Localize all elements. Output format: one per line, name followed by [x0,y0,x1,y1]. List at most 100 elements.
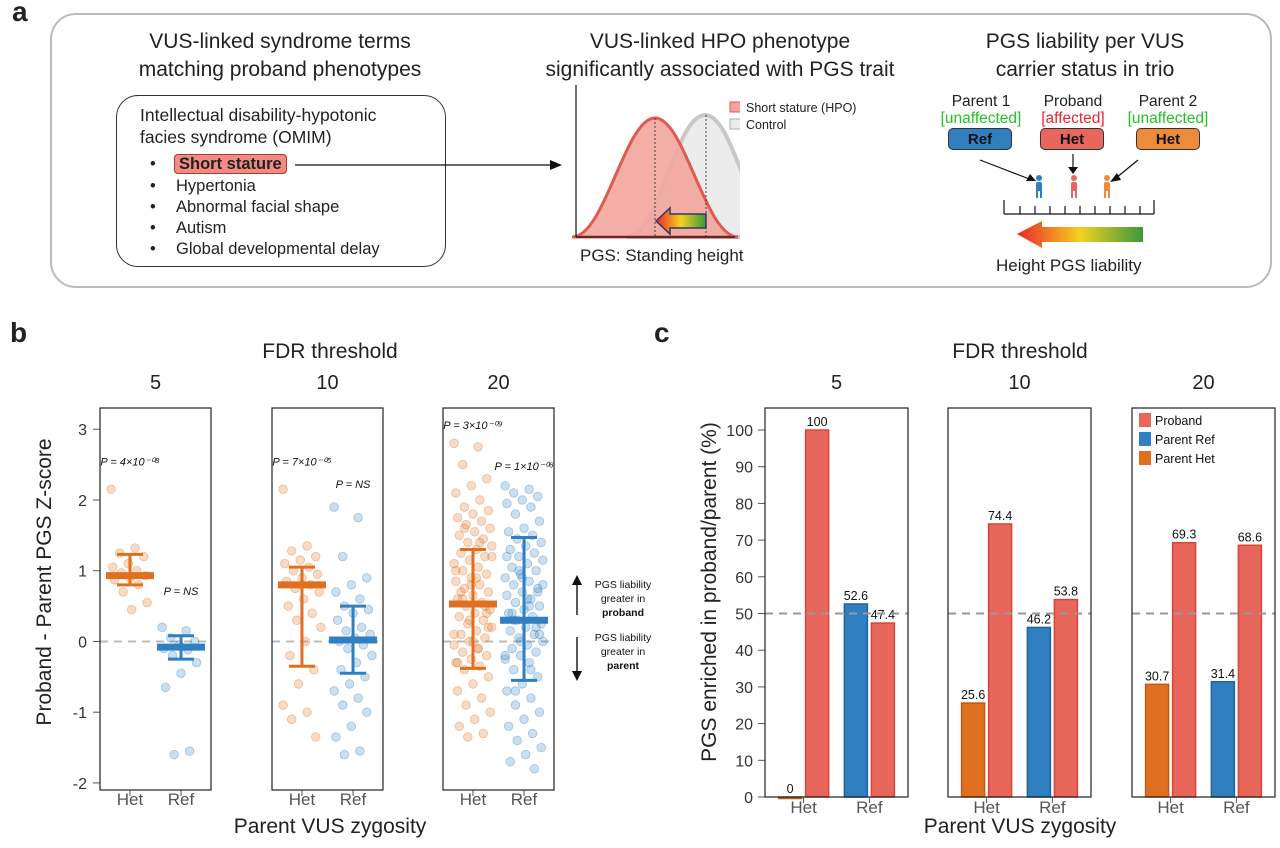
data-point [505,757,516,767]
data-point [295,555,305,565]
data-point [302,707,312,717]
facet-label: 20 [487,372,509,394]
data-point [502,551,512,562]
data-point [459,583,470,594]
y-tick-label: 2 [78,493,87,510]
col3-title-line2: carrier status in trio [995,58,1175,81]
data-point [355,746,365,756]
liability-label: Height PGS liability [996,256,1142,275]
dist-xlabel: PGS: Standing height [580,246,744,265]
data-point [502,590,512,601]
chart-c: 010203040506070809010050100Het52.647.4Re… [726,372,1276,815]
data-point [534,629,545,640]
data-point [481,474,492,484]
data-point [454,530,464,541]
term-text: Abnormal facial shape [176,198,340,216]
data-point [106,484,116,495]
data-point [468,679,478,689]
data-point [339,749,350,760]
facet-label: 5 [831,372,842,394]
data-point [531,647,541,657]
p-value-label: P = 1×10⁻⁰⁶ [495,461,554,473]
data-point [538,580,548,590]
bar-value-label: 25.6 [961,688,985,702]
x-tick-label: Het [790,798,817,815]
data-point [338,551,348,562]
data-point [483,587,494,597]
connector-arrowhead [550,160,562,170]
data-point [510,597,521,608]
data-point [481,569,492,579]
legend-control-label: Control [746,118,787,132]
trio-name: Parent 1 [951,93,1011,110]
geno-pill-parent2: Het [1136,128,1200,150]
term-text: Autism [176,219,227,237]
facet-frame [271,407,384,791]
data-point [475,580,485,590]
data-point [481,608,492,618]
bar [1210,681,1236,798]
data-point [451,488,461,498]
person-icon [1036,175,1042,198]
x-tick-label: Ref [340,790,367,809]
bar [1026,626,1052,798]
x-tick-label: Ref [856,798,883,815]
data-point [356,622,367,632]
data-point [278,700,288,710]
facet-frame [764,407,909,798]
y-tick-label: 60 [735,570,753,587]
panel-b-title: FDR threshold [262,340,398,363]
panel-c-label: c [654,317,670,348]
data-point [536,742,546,753]
term-row: • Global developmental delay [150,240,380,258]
x-tick-label: Het [973,798,1000,815]
data-point [526,502,536,512]
data-point [449,558,459,569]
data-point [538,636,548,647]
term-text: Global developmental delay [176,240,380,258]
annot-up-text: greater in [601,593,646,605]
y-tick-label: 3 [78,422,87,439]
data-point [526,665,536,675]
data-point [459,523,470,533]
y-tick-label: -2 [73,776,87,793]
data-point [278,484,288,495]
term-row: • Short stature [150,154,380,176]
panel-c-xlabel: Parent VUS zygosity [923,815,1117,838]
data-point [454,721,464,732]
bar [843,603,869,798]
data-point [142,597,152,608]
data-point [314,587,324,597]
data-point [184,746,195,756]
bar-value-label: 68.6 [1238,530,1262,544]
data-point [473,442,483,452]
y-tick-label: 20 [735,717,753,734]
data-point [519,714,529,724]
syndrome-title-line1: Intellectual disability-hypotonic [140,105,377,125]
data-point [517,495,528,505]
data-point [514,551,524,562]
data-point [157,622,167,632]
bar-value-label: 74.4 [988,509,1012,523]
col2-title-line2: significantly associated with PGS trait [545,58,895,81]
data-point [449,629,459,640]
annot-down-text: greater in [601,646,646,658]
bar-value-label: 46.2 [1027,612,1051,626]
data-point [512,735,522,746]
data-point [469,527,480,537]
term-text: Hypertonia [176,177,256,195]
data-point [452,512,463,523]
liability-scale [1003,200,1155,215]
data-point [529,629,540,640]
data-point [509,580,519,590]
geno-pill-parent1: Ref [948,128,1012,150]
data-point [292,615,302,625]
col1-title-line2: matching proband phenotypes [138,58,422,81]
legend-swatch [1139,451,1151,465]
data-point [533,587,543,597]
data-point [510,700,521,710]
data-point [521,749,531,760]
trio-status: [unaffected] [1127,110,1209,127]
data-point [307,608,317,618]
bar-value-label: 31.4 [1211,667,1235,681]
